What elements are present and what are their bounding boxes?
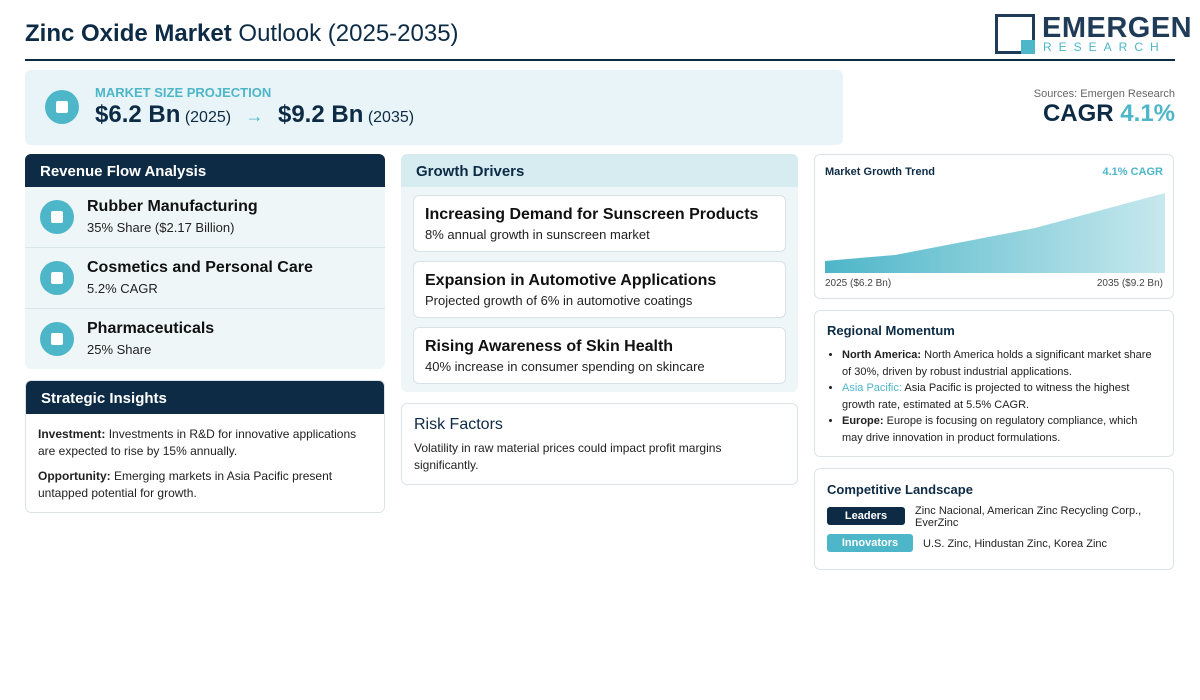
regional-panel: Regional Momentum North America: North A… <box>814 310 1174 457</box>
region-text: Europe is focusing on regulatory complia… <box>842 415 1138 444</box>
panel-title: Revenue Flow Analysis <box>25 154 385 187</box>
cagr: CAGR 4.1% <box>1043 100 1175 128</box>
region-label: Europe: <box>842 415 884 427</box>
driver-card: Rising Awareness of Skin Health 40% incre… <box>413 327 786 384</box>
title-rest: Outlook (2025-2035) <box>238 20 459 47</box>
trend-panel: Market Growth Trend 4.1% CAGR 2025 ($6.2… <box>814 154 1174 299</box>
logo-name: EMERGEN <box>1042 12 1193 44</box>
start-value: $6.2 Bn <box>95 101 181 128</box>
driver-card: Expansion in Automotive Applications Proj… <box>413 261 786 318</box>
icon <box>40 261 74 295</box>
driver-title: Rising Awareness of Skin Health <box>425 338 674 355</box>
region: Asia Pacific: Asia Pacific is projected … <box>842 380 1161 413</box>
region-text: Asia Pacific is projected to witness the… <box>842 382 1130 411</box>
trend-start: 2025 ($6.2 Bn) <box>825 278 892 289</box>
competitive-title: Competitive Landscape <box>827 482 973 497</box>
sources: Sources: Emergen Research <box>1033 88 1175 100</box>
item-detail: 5.2% CAGR <box>87 281 158 296</box>
item-detail: 35% Share ($2.17 Billion) <box>87 220 235 235</box>
cagr-value: 4.1% <box>1120 100 1175 127</box>
drivers-panel: Growth Drivers Increasing Demand for Sun… <box>401 154 798 392</box>
page-title: Zinc Oxide Market Outlook (2025-2035) <box>25 20 459 48</box>
region: North America: North America holds a sig… <box>842 347 1161 380</box>
regional-title: Regional Momentum <box>827 323 955 338</box>
projection-box: MARKET SIZE PROJECTION $6.2 Bn (2025) → … <box>25 70 843 145</box>
revenue-item: Rubber Manufacturing 35% Share ($2.17 Bil… <box>25 187 385 248</box>
header-rule <box>25 59 1175 61</box>
trend-area <box>825 193 1165 273</box>
region-text: North America holds a significant market… <box>842 349 1152 378</box>
region: Europe: Europe is focusing on regulatory… <box>842 413 1161 446</box>
driver-title: Expansion in Automotive Applications <box>425 272 717 289</box>
insight: Opportunity: Emerging markets in Asia Pa… <box>38 468 372 502</box>
icon <box>40 200 74 234</box>
logo-mark <box>995 14 1035 54</box>
logo-tagline: RESEARCH <box>1043 40 1166 54</box>
risk-title: Risk Factors <box>414 416 503 433</box>
end-value: $9.2 Bn <box>277 101 364 128</box>
trend-end: 2035 ($9.2 Bn) <box>1096 278 1163 289</box>
trend-badge: 4.1% CAGR <box>1102 166 1163 178</box>
insights-panel: Strategic Insights Investment: Investmen… <box>25 380 385 513</box>
driver-text: 8% annual growth in sunscreen market <box>425 227 650 242</box>
badge: Innovators <box>827 534 913 552</box>
arrow: → <box>245 106 264 126</box>
cagr-label: CAGR <box>1042 100 1114 127</box>
title-bold: Zinc Oxide Market <box>25 20 232 47</box>
insight-label: Investment: <box>38 427 106 441</box>
badge: Leaders <box>827 507 905 525</box>
companies: U.S. Zinc, Hindustan Zinc, Korea Zinc <box>923 538 1108 550</box>
item-name: Pharmaceuticals <box>87 320 215 337</box>
trend-title: Market Growth Trend <box>825 166 936 178</box>
start-year: (2025) <box>184 109 232 126</box>
companies: Zinc Nacional, American Zinc Recycling C… <box>915 505 1142 529</box>
driver-text: Projected growth of 6% in automotive coa… <box>425 293 693 308</box>
driver-title: Increasing Demand for Sunscreen Products <box>425 206 759 223</box>
revenue-item: Pharmaceuticals 25% Share <box>25 309 385 369</box>
risk-text: Volatility in raw material prices could … <box>414 441 722 472</box>
end-year: (2035) <box>367 109 415 126</box>
region-label: Asia Pacific: <box>842 382 902 394</box>
driver-text: 40% increase in consumer spending on ski… <box>425 359 705 374</box>
projection-icon <box>45 90 79 124</box>
item-name: Cosmetics and Personal Care <box>87 259 313 276</box>
projection-label: MARKET SIZE PROJECTION <box>95 85 272 100</box>
competitive-panel: Competitive Landscape Leaders Zinc Nacio… <box>814 468 1174 570</box>
insight-label: Opportunity: <box>38 469 111 483</box>
insight-text: Emerging markets in Asia Pacific present… <box>38 469 333 500</box>
panel-title: Growth Drivers <box>401 154 798 187</box>
item-name: Rubber Manufacturing <box>87 198 258 215</box>
item-detail: 25% Share <box>87 342 152 357</box>
revenue-panel: Revenue Flow Analysis Rubber Manufacturi… <box>25 154 385 369</box>
revenue-item: Cosmetics and Personal Care 5.2% CAGR <box>25 248 385 309</box>
region-label: North America: <box>842 349 922 361</box>
projection-values: $6.2 Bn (2025) → $9.2 Bn (2035) <box>95 101 414 129</box>
risk-panel: Risk Factors Volatility in raw material … <box>401 403 798 485</box>
driver-card: Increasing Demand for Sunscreen Products… <box>413 195 786 252</box>
icon <box>40 322 74 356</box>
panel-title: Strategic Insights <box>26 381 384 414</box>
insight: Investment: Investments in R&D for innov… <box>38 426 372 460</box>
insight-text: Investments in R&D for innovative applic… <box>38 427 357 458</box>
